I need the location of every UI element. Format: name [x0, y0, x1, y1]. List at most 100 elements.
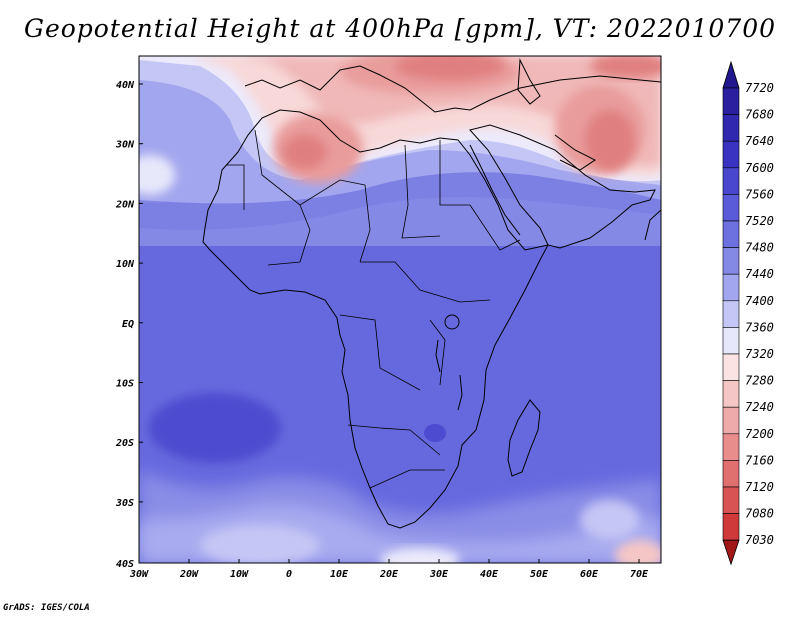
lake-tanganyika [435, 339, 441, 373]
colorbar-label: 7720 [745, 81, 774, 95]
lat-tick-label: 10N [116, 259, 135, 270]
lat-tick-label: 30N [115, 140, 135, 151]
lon-tick-label: 10W [230, 569, 249, 580]
colorbar-label: 7480 [745, 241, 774, 255]
colorbar-top-arrow [722, 60, 740, 89]
colorbar-label: 7030 [745, 533, 774, 547]
colorbar-swatch [722, 353, 740, 381]
border [359, 184, 371, 263]
lon-tick-label: 30E [429, 569, 449, 580]
colorbar-swatch [722, 247, 740, 275]
colorbar-label: 7160 [745, 453, 774, 467]
colorbar-swatch [722, 327, 740, 355]
arabia-coastline [469, 124, 656, 249]
lat-tick-label: EQ [122, 319, 134, 330]
band-7280 [235, 56, 661, 166]
colorbar-label: 7440 [745, 267, 774, 281]
lat-tick-label: 20S [115, 438, 134, 449]
colorbar-swatch [722, 167, 740, 195]
lon-tick-label: 60E [580, 569, 599, 580]
lon-tick-label: 20E [379, 569, 399, 580]
colorbar-label: 7200 [745, 427, 774, 441]
colorbar-swatch [722, 433, 740, 461]
longitude-axis: 30W 20W 10W 0 10E 20E 30E 40E 50E 60E 70E [129, 559, 649, 580]
lat-tick-label: 10S [116, 379, 134, 390]
border [369, 469, 445, 489]
plot-frame [138, 55, 662, 564]
colorbar-swatch [722, 140, 740, 169]
band-7320-southeast [615, 540, 661, 563]
europe-coastline [244, 65, 661, 113]
red-sea-east [469, 144, 521, 236]
border [267, 204, 311, 266]
colorbar-swatch [722, 380, 740, 408]
lake-malawi [457, 374, 463, 411]
border [439, 140, 470, 206]
madagascar-coastline [507, 399, 541, 477]
colorbar-swatch [722, 300, 740, 328]
india-coastline [644, 209, 661, 241]
colorbar-label: 7560 [745, 187, 774, 201]
lakes [435, 314, 463, 411]
coastlines [202, 58, 661, 529]
country-borders [226, 129, 521, 489]
chart-title: Geopotential Height at 400hPa [gpm], VT:… [23, 14, 777, 43]
border [360, 261, 491, 303]
border [401, 144, 441, 239]
band-7400-atlantic [139, 155, 175, 195]
colorbar-swatch [722, 513, 740, 541]
colorbar-label: 7600 [745, 161, 774, 175]
colorbar-swatch [722, 87, 740, 115]
band-7200-arabia [585, 110, 635, 170]
colorbar-swatch [722, 486, 740, 514]
colorbar-swatch [722, 406, 740, 435]
latitude-axis: 40N 30N 20N 10N EQ 10S 20S 30S 40S [115, 80, 143, 570]
lon-tick-label: 50E [530, 569, 549, 580]
colorbar-label: 7080 [745, 507, 774, 521]
border [347, 424, 441, 456]
band-7200-mediterranean [395, 56, 505, 80]
colorbar-label: 7680 [745, 108, 774, 122]
band-7400-southeast [580, 500, 640, 540]
lon-tick-label: 20W [179, 569, 199, 580]
lat-tick-label: 20N [115, 199, 135, 210]
lon-tick-label: 30W [129, 569, 149, 580]
lat-tick-label: 30S [115, 498, 134, 509]
colorbar-label: 7120 [745, 480, 774, 494]
lake-victoria [444, 314, 460, 330]
band-7600-south-atlantic [149, 393, 281, 463]
colorbar-label: 7520 [745, 214, 774, 228]
grads-credit: GrADS: IGES/COLA [3, 603, 90, 613]
colorbar: 7720 7680 7640 7600 7560 7520 7480 7440 7400 7360… [722, 60, 774, 566]
lat-tick-label: 40S [116, 559, 134, 570]
lon-tick-label: 0 [286, 569, 292, 580]
lon-tick-label: 10E [330, 569, 349, 580]
band-7360-south [380, 548, 460, 563]
border [429, 319, 446, 386]
colorbar-swatch [722, 220, 740, 248]
band-7200-northeast [590, 56, 661, 78]
border [469, 204, 521, 251]
colorbar-label: 7400 [745, 294, 774, 308]
height-field [139, 56, 661, 563]
colorbar-bottom-arrow [722, 539, 740, 566]
colorbar-label: 7640 [745, 134, 774, 148]
lon-tick-label: 70E [630, 569, 649, 580]
colorbar-label: 7360 [745, 320, 774, 334]
colorbar-swatch [722, 114, 740, 142]
lon-tick-label: 40E [480, 569, 499, 580]
lat-tick-label: 40N [116, 80, 135, 91]
colorbar-label: 7280 [745, 374, 774, 388]
border [339, 314, 421, 391]
colorbar-swatch [722, 460, 740, 488]
colorbar-label: 7320 [745, 347, 774, 361]
band-7600-zimbabwe [424, 424, 446, 442]
colorbar-swatch [722, 194, 740, 222]
colorbar-swatch [722, 273, 740, 302]
africa-coastline [202, 109, 549, 529]
border [226, 164, 245, 210]
caspian-coastline [517, 58, 541, 105]
band-7400-southwest [200, 525, 320, 563]
band-7200-sahara [283, 135, 327, 169]
